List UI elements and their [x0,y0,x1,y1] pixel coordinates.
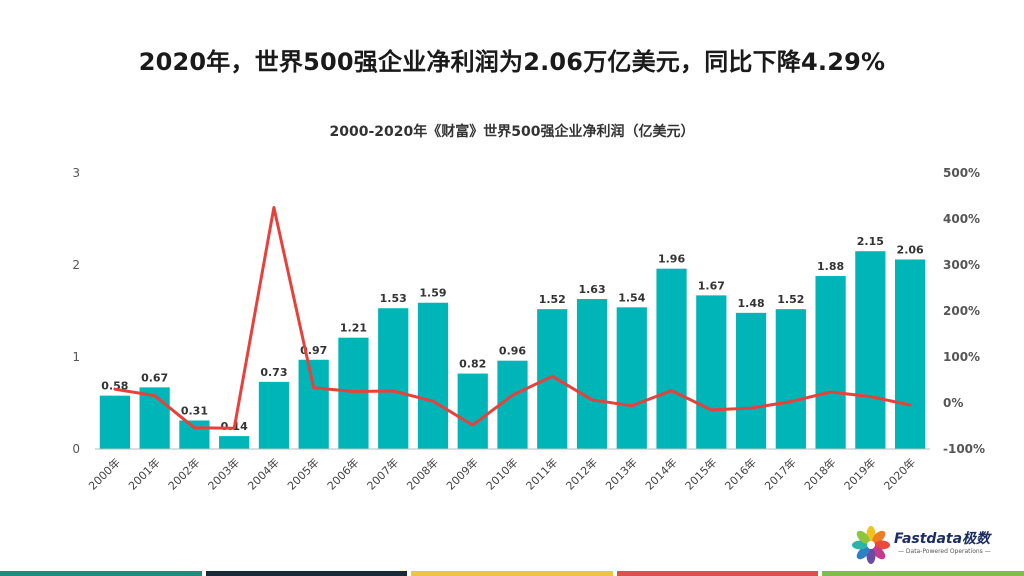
y2-axis-tick-label: 400% [943,212,980,226]
footer-stripe [205,571,408,576]
bar-2010年 [497,360,528,449]
x-axis-tick-label: 2003年 [205,455,242,492]
x-axis-tick-label: 2017年 [761,455,798,492]
bar-value-label: 1.21 [340,322,367,335]
y-axis-tick-label: 3 [72,166,80,180]
bar-value-label: 1.59 [419,287,446,300]
bar-value-label: 1.67 [698,279,725,292]
bar-2014年 [656,268,687,449]
bar-value-label: 1.52 [777,293,804,306]
x-axis-tick-label: 2014年 [642,455,679,492]
bar-value-label: 1.53 [380,292,407,305]
x-axis-tick-label: 2006年 [324,455,361,492]
x-axis-tick-label: 2004年 [245,455,282,492]
x-axis-tick-label: 2011年 [523,455,560,492]
footer-stripe [822,571,1024,576]
bar-value-label: 0.82 [459,358,486,371]
bar-2012年 [576,299,608,449]
bar-2018年 [815,276,846,449]
bar-value-label: 1.52 [539,293,566,306]
fastdata-logo: Fastdata极数 — Data-Powered Operations — [850,524,1000,564]
y-axis-tick-label: 2 [72,258,80,272]
bar-2000年 [99,395,130,449]
bar-2011年 [537,309,568,449]
logo-name: Fastdata极数 [894,531,991,547]
bar-2007年 [378,308,409,449]
bar-2001年 [139,387,170,449]
x-axis-tick-label: 2002年 [165,455,202,492]
footer-stripe [411,571,613,576]
bar-value-label: 0.31 [181,404,208,417]
x-axis-tick-label: 2018年 [801,455,838,492]
bar-2002年 [179,420,210,449]
x-axis-tick-label: 2020年 [881,455,918,492]
x-axis-tick-label: 2016年 [722,455,759,492]
y-axis-tick-label: 0 [72,442,80,456]
bar-2009年 [457,373,488,449]
bar-value-label: 1.96 [658,253,685,266]
bar-2013年 [616,307,647,449]
y-axis-tick-label: 1 [72,350,80,364]
x-axis-tick-label: 2015年 [682,455,719,492]
bar-2006年 [338,337,369,449]
footer-color-stripe [0,571,1024,576]
page-headline: 2020年，世界500强企业净利润为2.06万亿美元，同比下降4.29% [138,48,886,76]
y2-axis-tick-label: 0% [943,396,963,410]
bar-value-label: 0.67 [141,371,168,384]
bar-2015年 [696,295,727,449]
bar-value-label: 0.73 [260,366,287,379]
x-axis-tick-label: 2009年 [443,455,480,492]
chart-title: 2000-2020年《财富》世界500强企业净利润（亿美元） [330,123,695,140]
bar-2017年 [775,309,806,449]
x-axis-tick-label: 2005年 [284,455,321,492]
x-axis-tick-label: 2012年 [563,455,600,492]
footer-stripe [0,571,202,576]
growth-rate-line [113,206,912,430]
x-axis-tick-label: 2010年 [483,455,520,492]
x-axis-tick-label: 2008年 [404,455,441,492]
bar-2008年 [417,302,449,449]
bar-value-label: 2.06 [897,243,924,256]
bar-2004年 [258,381,290,449]
bar-value-label: 2.15 [857,235,884,248]
x-axis-tick-label: 2000年 [86,455,123,492]
x-axis-tick-label: 2007年 [364,455,401,492]
y2-axis-tick-label: 200% [943,304,980,318]
footer-stripe [616,571,819,576]
y2-axis-tick-label: 100% [943,350,980,364]
bar-value-label: 0.96 [499,345,526,358]
y2-axis-tick-label: 300% [943,258,980,272]
bar-value-label: 1.88 [817,260,844,273]
bar-value-label: 1.63 [578,283,605,296]
bar-2020年 [895,259,926,449]
bar-2016年 [735,312,767,449]
bar-value-label: 1.48 [738,297,765,310]
flower-logo-icon [852,526,890,564]
bar-2019年 [855,251,886,449]
bar-value-label: 1.54 [618,291,645,304]
logo-tagline: — Data-Powered Operations — [898,548,991,555]
bar-2005年 [298,359,329,449]
x-axis-tick-label: 2013年 [602,455,639,492]
y2-axis-tick-label: 500% [943,166,980,180]
x-axis-tick-label: 2001年 [125,455,162,492]
y2-axis-tick-label: -100% [943,442,985,456]
x-axis-tick-label: 2019年 [841,455,878,492]
bar-2003年 [219,436,250,449]
